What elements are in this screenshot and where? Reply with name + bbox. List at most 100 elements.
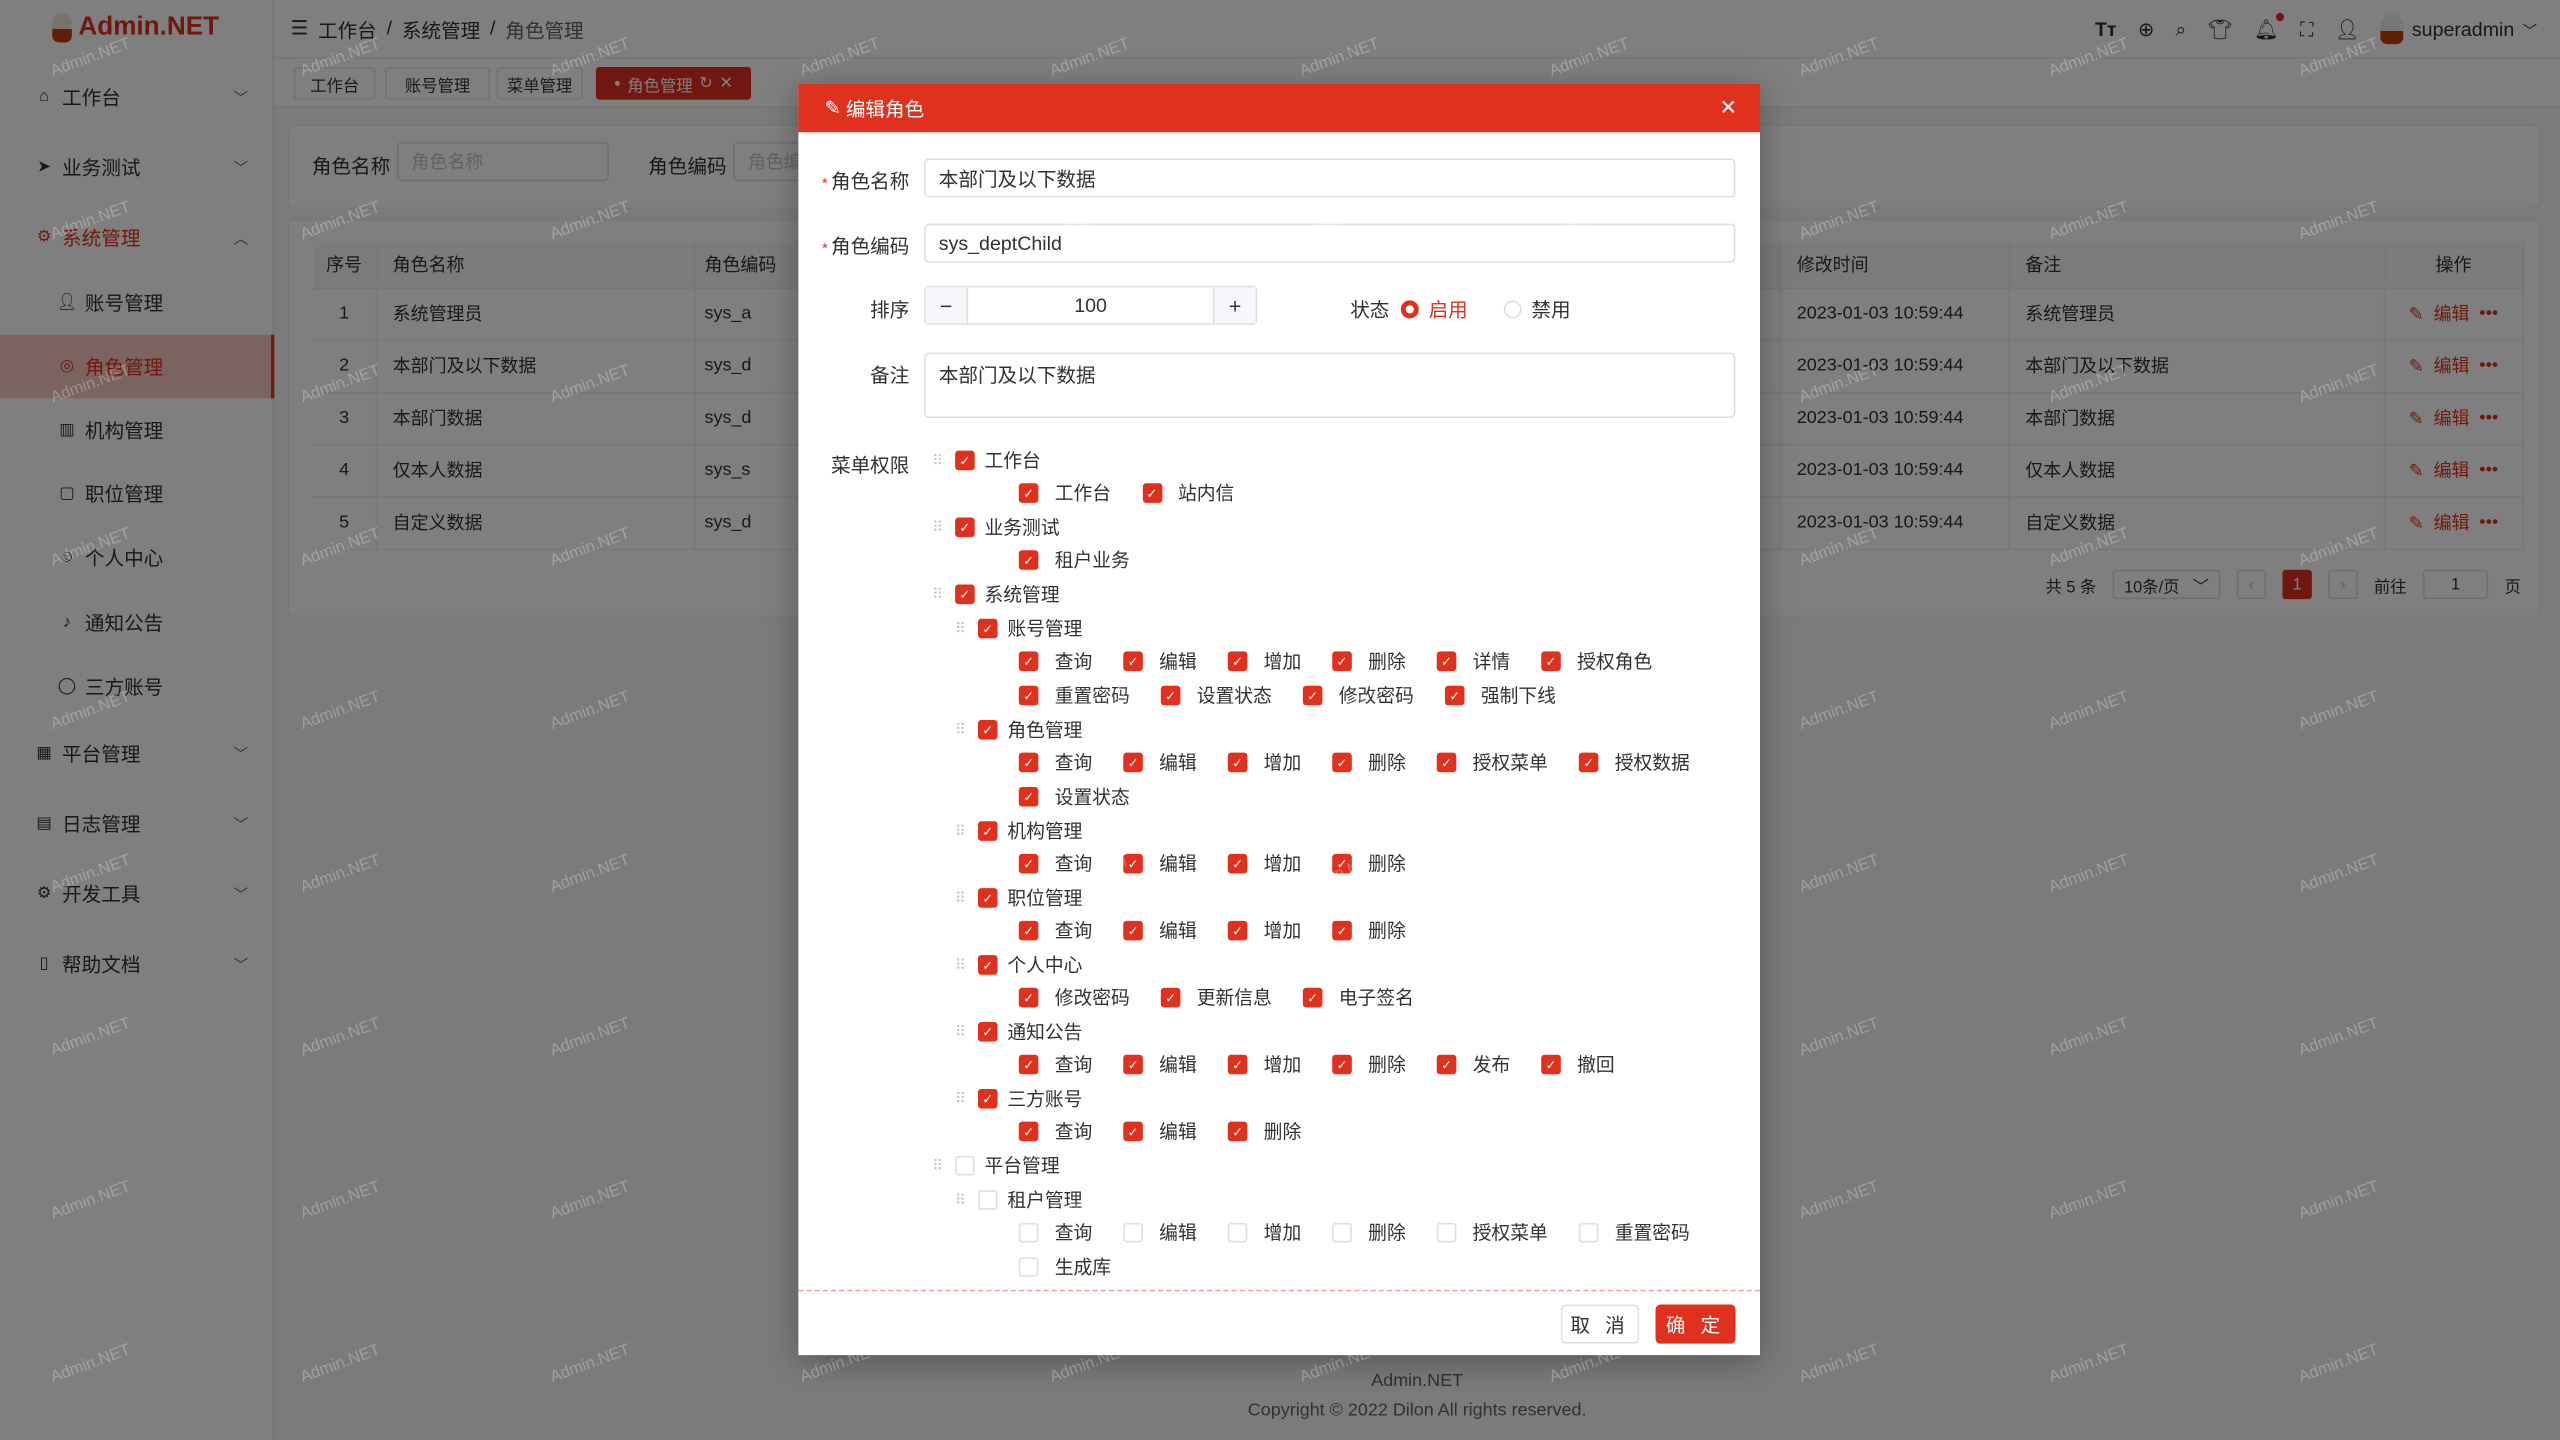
drag-handle-icon[interactable]: ⠿: [955, 822, 966, 839]
tree-checkbox[interactable]: ✓: [1227, 920, 1248, 941]
tree-checkbox[interactable]: ✓: [1436, 752, 1457, 773]
drag-handle-icon[interactable]: ⠿: [932, 585, 943, 602]
tree-checkbox[interactable]: ✓: [1123, 1121, 1143, 1142]
tree-checkbox[interactable]: [1436, 1222, 1457, 1243]
tree-leaf[interactable]: ✓ 撤回: [1541, 1051, 1615, 1077]
tree-leaf[interactable]: 生成库: [1018, 1254, 1111, 1280]
tree-checkbox[interactable]: ✓: [955, 517, 975, 538]
status-radio-disabled[interactable]: 禁用: [1503, 296, 1571, 324]
tree-checkbox[interactable]: ✓: [955, 450, 975, 471]
tree-checkbox[interactable]: ✓: [1444, 685, 1465, 706]
confirm-button[interactable]: 确 定: [1655, 1304, 1736, 1344]
tree-checkbox[interactable]: ✓: [1160, 685, 1181, 706]
tree-leaf[interactable]: ✓ 强制下线: [1444, 682, 1556, 708]
tree-checkbox[interactable]: ✓: [977, 618, 998, 639]
tree-leaf[interactable]: ✓ 增加: [1227, 918, 1301, 944]
tree-leaf[interactable]: ✓ 查询: [1018, 749, 1092, 775]
tree-checkbox[interactable]: ✓: [1018, 920, 1039, 941]
tree-checkbox[interactable]: ✓: [1227, 651, 1248, 672]
tree-checkbox[interactable]: [977, 1190, 998, 1210]
tree-checkbox[interactable]: ✓: [1018, 651, 1039, 672]
tree-leaf[interactable]: 增加: [1227, 1220, 1301, 1246]
tree-leaf[interactable]: ✓ 发布: [1436, 1051, 1510, 1077]
tree-checkbox[interactable]: [1018, 1257, 1039, 1277]
drag-handle-icon[interactable]: ⠿: [932, 451, 943, 468]
drag-handle-icon[interactable]: ⠿: [955, 955, 966, 973]
tree-leaf[interactable]: 查询: [1018, 1220, 1092, 1246]
tree-leaf[interactable]: ✓ 租户业务: [1018, 547, 1130, 573]
tree-leaf[interactable]: ✓ 更新信息: [1160, 984, 1272, 1010]
tree-checkbox[interactable]: [1578, 1222, 1599, 1243]
remark-textarea[interactable]: 本部门及以下数据: [924, 352, 1736, 418]
tree-leaf[interactable]: 编辑: [1123, 1220, 1197, 1246]
tree-checkbox[interactable]: ✓: [1436, 651, 1457, 672]
tree-checkbox[interactable]: ✓: [1018, 1054, 1039, 1075]
tree-leaf[interactable]: ✓ 增加: [1227, 648, 1301, 674]
tree-checkbox[interactable]: [1227, 1222, 1248, 1243]
tree-checkbox[interactable]: ✓: [1227, 752, 1248, 773]
tree-checkbox[interactable]: ✓: [1332, 1054, 1352, 1075]
decrement-button[interactable]: −: [925, 287, 967, 324]
tree-leaf[interactable]: ✓ 查询: [1018, 851, 1092, 877]
tree-leaf[interactable]: ✓ 增加: [1227, 1051, 1301, 1077]
close-icon[interactable]: ✕: [1719, 94, 1738, 120]
tree-checkbox[interactable]: ✓: [1332, 853, 1352, 874]
order-input[interactable]: 100: [966, 287, 1215, 324]
tree-leaf[interactable]: ✓ 增加: [1227, 749, 1301, 775]
tree-checkbox[interactable]: [955, 1155, 975, 1176]
tree-leaf[interactable]: ✓ 删除: [1332, 1051, 1406, 1077]
tree-checkbox[interactable]: [1123, 1222, 1143, 1243]
tree-checkbox[interactable]: ✓: [1227, 1054, 1248, 1075]
tree-checkbox[interactable]: [1018, 1222, 1039, 1243]
tree-checkbox[interactable]: ✓: [955, 584, 975, 605]
tree-leaf[interactable]: 重置密码: [1578, 1220, 1690, 1246]
tree-checkbox[interactable]: ✓: [1123, 1054, 1143, 1075]
tree-leaf[interactable]: ✓ 删除: [1332, 749, 1406, 775]
tree-checkbox[interactable]: ✓: [1018, 987, 1039, 1008]
tree-leaf[interactable]: ✓ 编辑: [1123, 1118, 1197, 1144]
tree-checkbox[interactable]: ✓: [1160, 987, 1181, 1008]
tree-checkbox[interactable]: ✓: [1018, 685, 1039, 706]
tree-checkbox[interactable]: ✓: [1018, 752, 1039, 773]
tree-checkbox[interactable]: ✓: [1123, 920, 1143, 941]
tree-leaf[interactable]: ✓ 编辑: [1123, 1051, 1197, 1077]
tree-leaf[interactable]: 删除: [1332, 1220, 1406, 1246]
tree-leaf[interactable]: ✓ 编辑: [1123, 918, 1197, 944]
tree-checkbox[interactable]: ✓: [977, 1088, 998, 1109]
tree-checkbox[interactable]: ✓: [1332, 920, 1352, 941]
tree-checkbox[interactable]: ✓: [977, 888, 998, 908]
tree-leaf[interactable]: ✓ 编辑: [1123, 648, 1197, 674]
tree-checkbox[interactable]: ✓: [1018, 853, 1039, 874]
tree-checkbox[interactable]: ✓: [1018, 1121, 1039, 1142]
tree-checkbox[interactable]: ✓: [977, 821, 998, 841]
tree-leaf[interactable]: 授权菜单: [1436, 1220, 1548, 1246]
tree-checkbox[interactable]: [1332, 1222, 1352, 1243]
tree-checkbox[interactable]: ✓: [1541, 1054, 1561, 1075]
tree-checkbox[interactable]: ✓: [1018, 483, 1039, 503]
increment-button[interactable]: +: [1214, 287, 1256, 324]
cancel-button[interactable]: 取 消: [1560, 1304, 1640, 1344]
drag-handle-icon[interactable]: ⠿: [932, 518, 943, 535]
tree-checkbox[interactable]: ✓: [1436, 1054, 1457, 1075]
drag-handle-icon[interactable]: ⠿: [955, 619, 966, 636]
tree-checkbox[interactable]: ✓: [1541, 651, 1561, 672]
tree-checkbox[interactable]: ✓: [1332, 651, 1352, 672]
tree-leaf[interactable]: ✓ 站内信: [1142, 480, 1234, 506]
tree-leaf[interactable]: ✓ 修改密码: [1302, 682, 1414, 708]
tree-leaf[interactable]: ✓ 删除: [1332, 918, 1406, 944]
tree-leaf[interactable]: ✓ 详情: [1436, 648, 1510, 674]
drag-handle-icon[interactable]: ⠿: [955, 1022, 966, 1040]
drag-handle-icon[interactable]: ⠿: [955, 720, 966, 738]
tree-leaf[interactable]: ✓ 查询: [1018, 648, 1092, 674]
tree-leaf[interactable]: ✓ 设置状态: [1160, 682, 1272, 708]
tree-leaf[interactable]: ✓ 查询: [1018, 1051, 1092, 1077]
tree-leaf[interactable]: ✓ 查询: [1018, 918, 1092, 944]
tree-checkbox[interactable]: ✓: [1302, 987, 1323, 1008]
tree-checkbox[interactable]: ✓: [977, 720, 998, 740]
tree-leaf[interactable]: ✓ 授权角色: [1541, 648, 1652, 674]
tree-checkbox[interactable]: ✓: [1302, 685, 1323, 706]
tree-leaf[interactable]: ✓ 增加: [1227, 851, 1301, 877]
tree-leaf[interactable]: ✓ 工作台: [1018, 480, 1111, 506]
tree-checkbox[interactable]: ✓: [1123, 651, 1143, 672]
drag-handle-icon[interactable]: ⠿: [955, 1089, 966, 1107]
